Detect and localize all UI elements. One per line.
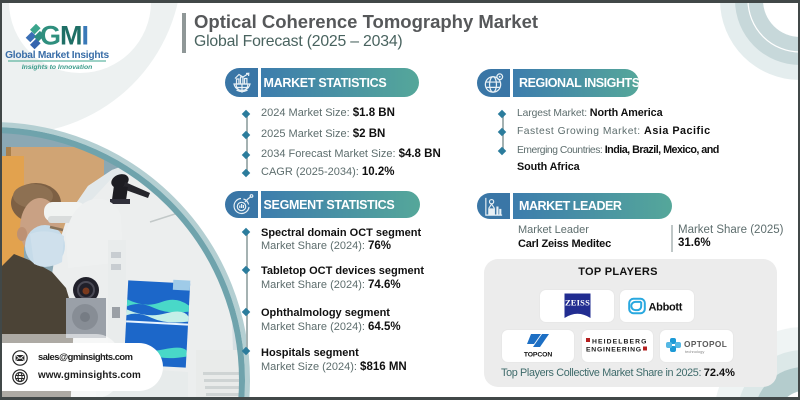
svg-text:HEIDELBERG: HEIDELBERG	[592, 339, 648, 346]
svg-text:GMI: GMI	[40, 22, 88, 51]
svg-text:Insights to Innovation: Insights to Innovation	[22, 64, 93, 71]
svg-text:Abbott: Abbott	[649, 302, 683, 314]
svg-text:Global Market Insights: Global Market Insights	[5, 50, 109, 61]
svg-text:OPTOPOL: OPTOPOL	[684, 339, 727, 349]
svg-text:ENGINEERING: ENGINEERING	[586, 347, 642, 354]
svg-text:TOPCON: TOPCON	[524, 352, 553, 359]
svg-text:ZEISS: ZEISS	[564, 298, 589, 308]
svg-text:technology: technology	[685, 349, 704, 354]
